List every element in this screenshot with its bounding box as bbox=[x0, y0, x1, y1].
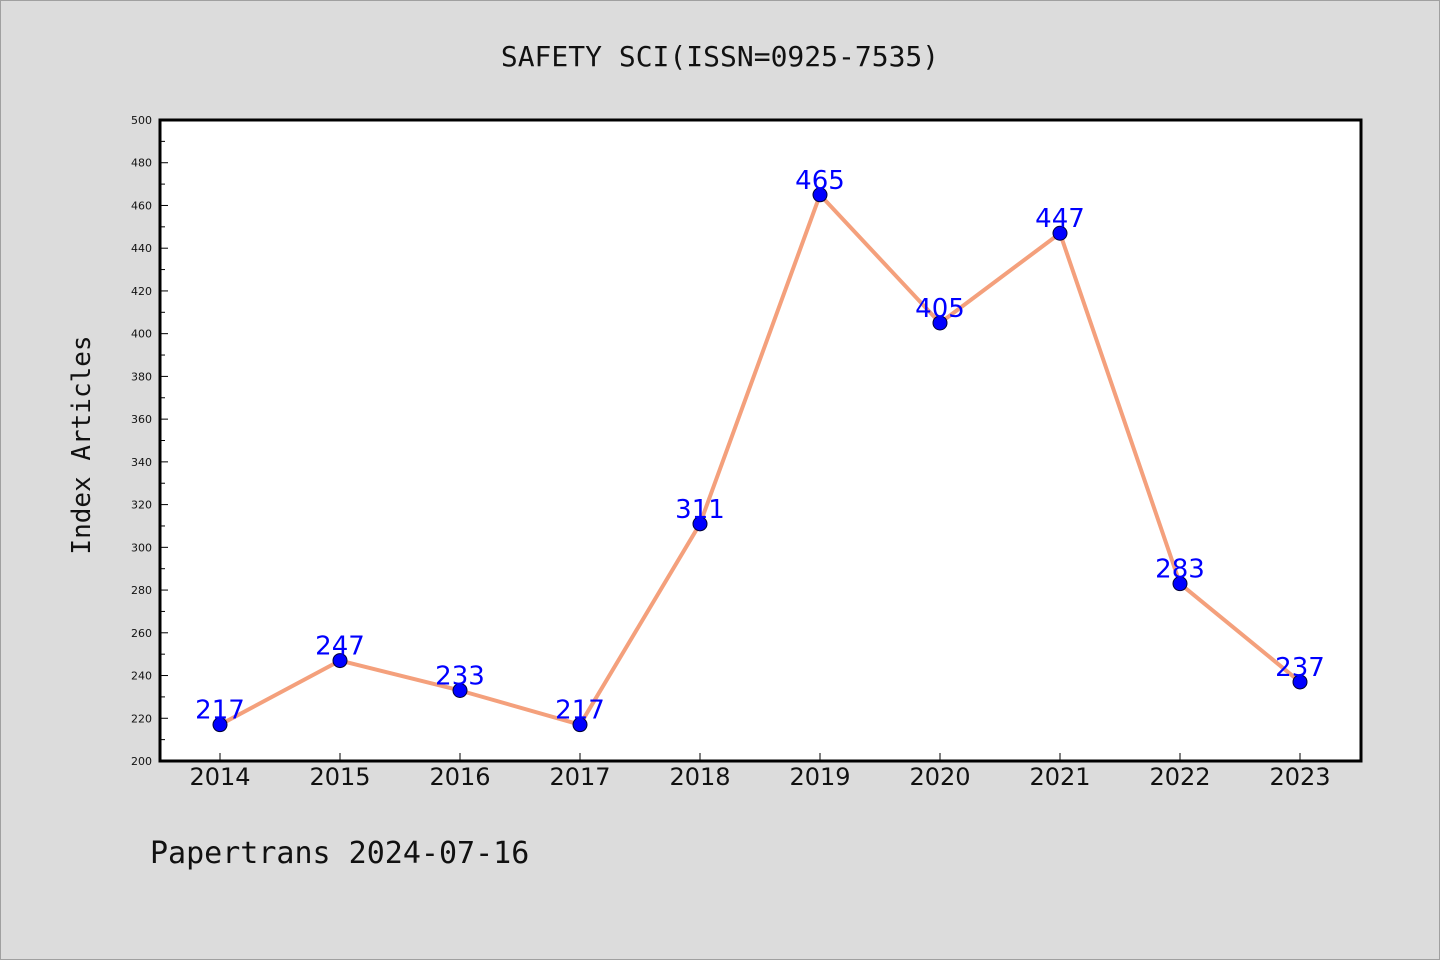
x-tick-label: 2014 bbox=[189, 763, 250, 791]
y-axis: 200 220 240 260 280 300 320 340 360 380 400 420 440 4… bbox=[131, 114, 168, 768]
x-tick-label: 2017 bbox=[549, 763, 610, 791]
y-tick-label: 480 bbox=[131, 157, 152, 170]
data-point bbox=[332, 653, 348, 669]
x-tick-label: 2020 bbox=[909, 763, 970, 791]
x-tick-label: 2023 bbox=[1269, 763, 1330, 791]
y-tick-label: 460 bbox=[131, 199, 152, 212]
data-label: 405 bbox=[915, 294, 965, 324]
footer-credit: Papertrans 2024-07-16 bbox=[150, 836, 529, 871]
data-label: 311 bbox=[675, 495, 725, 525]
data-label: 465 bbox=[795, 166, 845, 196]
y-tick-label: 280 bbox=[131, 584, 152, 597]
y-tick-label: 240 bbox=[131, 670, 152, 683]
data-point bbox=[572, 717, 588, 733]
data-point bbox=[452, 682, 468, 698]
data-point bbox=[932, 315, 948, 331]
data-label: 217 bbox=[195, 696, 245, 726]
series-layer: 217 247 233 217 311 465 405 447 283 237 bbox=[195, 166, 1325, 733]
y-tick-label: 320 bbox=[131, 499, 152, 512]
data-point bbox=[1052, 225, 1068, 241]
y-tick-label: 500 bbox=[131, 114, 152, 127]
x-tick-label: 2019 bbox=[789, 763, 850, 791]
data-point bbox=[692, 516, 708, 532]
y-tick-label: 420 bbox=[131, 285, 152, 298]
x-axis: 2014 2015 2016 2017 2018 2019 2020 2021 2022 2023 bbox=[189, 753, 1331, 791]
x-tick-label: 2018 bbox=[669, 763, 730, 791]
y-tick-label: 400 bbox=[131, 328, 152, 341]
y-tick-label: 300 bbox=[131, 541, 152, 554]
y-tick-label: 220 bbox=[131, 712, 152, 725]
data-point bbox=[212, 717, 228, 733]
y-tick-label: 440 bbox=[131, 242, 152, 255]
plot-area bbox=[158, 118, 1363, 763]
data-point bbox=[1172, 576, 1188, 592]
y-tick-label: 260 bbox=[131, 627, 152, 640]
y-tick-label: 360 bbox=[131, 413, 152, 426]
data-label: 283 bbox=[1155, 555, 1205, 585]
data-label: 247 bbox=[315, 632, 365, 662]
y-tick-label: 380 bbox=[131, 370, 152, 383]
x-tick-label: 2022 bbox=[1149, 763, 1210, 791]
x-tick-label: 2016 bbox=[429, 763, 490, 791]
data-label: 217 bbox=[555, 696, 605, 726]
data-label: 237 bbox=[1275, 653, 1325, 683]
y-tick-label: 340 bbox=[131, 456, 152, 469]
data-point bbox=[812, 187, 828, 203]
series-line bbox=[219, 192, 1302, 727]
y-tick-label: 200 bbox=[131, 755, 152, 768]
data-label: 447 bbox=[1035, 204, 1085, 234]
data-label: 233 bbox=[435, 661, 485, 691]
y-axis-label: Index Articles bbox=[67, 335, 97, 554]
x-tick-label: 2015 bbox=[309, 763, 370, 791]
chart-title: SAFETY SCI(ISSN=0925-7535) bbox=[501, 40, 939, 73]
data-point bbox=[1292, 674, 1308, 690]
x-tick-label: 2021 bbox=[1029, 763, 1090, 791]
